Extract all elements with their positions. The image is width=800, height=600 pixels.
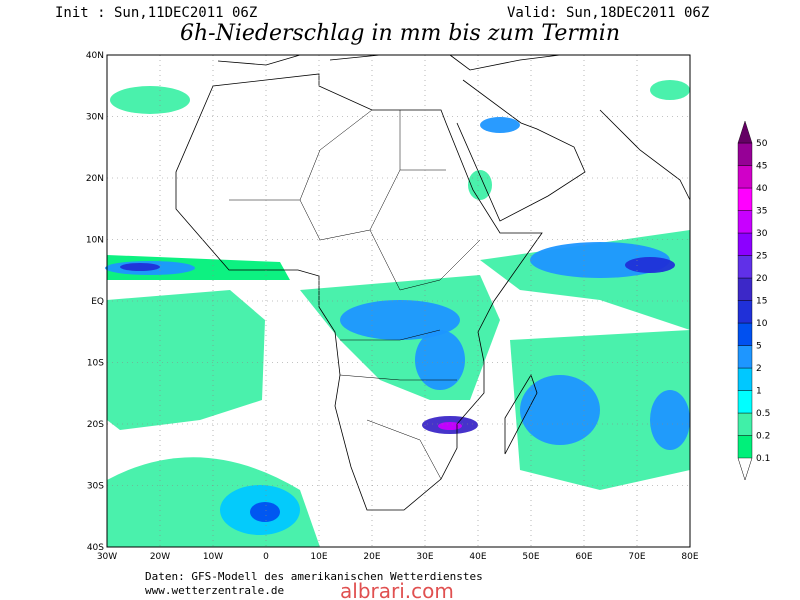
- colorbar-label: 0.5: [756, 409, 770, 419]
- lon-label: 10E: [310, 552, 327, 562]
- colorbar-label: 1: [756, 387, 762, 397]
- lon-label: 0: [263, 552, 269, 562]
- colorbar-swatch: [737, 187, 753, 211]
- precip-area: [480, 117, 520, 133]
- precip-area: [340, 300, 460, 340]
- colorbar-swatch: [737, 210, 753, 234]
- coastlines: [175, 54, 691, 511]
- map-frame: [106, 54, 691, 548]
- colorbar-arrow: [737, 120, 753, 144]
- colorbar-swatch: [737, 345, 753, 369]
- lon-label: 10W: [203, 552, 223, 562]
- colorbar-swatch: [737, 367, 753, 391]
- colorbar-label: 40: [756, 184, 768, 194]
- colorbar-tail: [737, 457, 753, 481]
- lon-label: 70E: [628, 552, 645, 562]
- colorbar-label: 50: [756, 139, 768, 149]
- lat-label: 30S: [87, 482, 104, 492]
- precip-area: [520, 375, 600, 445]
- precip-area: [650, 390, 690, 450]
- borders: [229, 109, 481, 480]
- colorbar-label: 30: [756, 229, 768, 239]
- lon-label: 40E: [469, 552, 486, 562]
- colorbar-swatch: [737, 300, 753, 324]
- lat-label: 30N: [86, 113, 104, 123]
- asia-outline: [599, 109, 691, 201]
- colorbar-label: 10: [756, 319, 768, 329]
- lon-label: 50E: [522, 552, 539, 562]
- colorbar-swatch: [737, 142, 753, 166]
- precip-area: [120, 263, 160, 271]
- graticule: [107, 55, 690, 547]
- map-area: [105, 54, 691, 548]
- colorbar-swatch: [737, 277, 753, 301]
- precip-area: [415, 330, 465, 390]
- colorbar-swatch: [737, 232, 753, 256]
- init-time: Init : Sun,11DEC2011 06Z: [55, 5, 257, 21]
- colorbar-swatch: [737, 412, 753, 436]
- colorbar-swatch: [737, 390, 753, 414]
- lon-label: 60E: [575, 552, 592, 562]
- colorbar-label: 25: [756, 252, 767, 262]
- colorbar-swatch: [737, 255, 753, 279]
- colorbar-swatch: [737, 165, 753, 189]
- lon-label: 20E: [363, 552, 380, 562]
- lat-label: EQ: [91, 297, 104, 307]
- precip-area: [438, 422, 462, 430]
- colorbar-label: 0.1: [756, 454, 770, 464]
- colorbar-swatch: [737, 435, 753, 459]
- colorbar-swatch: [737, 322, 753, 346]
- colorbar-label: 0.2: [756, 432, 770, 442]
- lat-label: 20S: [87, 420, 104, 430]
- lat-label: 10N: [86, 236, 104, 246]
- source-url: www.wetterzentrale.de: [145, 584, 284, 597]
- precip-area: [625, 257, 675, 273]
- colorbar-label: 45: [756, 162, 767, 172]
- precipitation-fields: [105, 80, 690, 547]
- lon-label: 30E: [416, 552, 433, 562]
- lon-label: 80E: [681, 552, 698, 562]
- precip-area: [250, 502, 280, 522]
- arabia-outline: [456, 79, 586, 222]
- lat-label: 40N: [86, 51, 104, 61]
- lat-label: 40S: [87, 543, 104, 553]
- lat-label: 10S: [87, 359, 104, 369]
- lat-label: 20N: [86, 174, 104, 184]
- valid-time: Valid: Sun,18DEC2011 06Z: [507, 5, 709, 21]
- precip-area: [650, 80, 690, 100]
- lon-label: 20W: [150, 552, 170, 562]
- colorbar-label: 35: [756, 207, 767, 217]
- precip-area: [468, 170, 492, 200]
- africa-outline: [175, 73, 543, 511]
- map-title: 6h-Niederschlag in mm bis zum Termin: [180, 21, 620, 46]
- colorbar-label: 20: [756, 274, 768, 284]
- colorbar-label: 2: [756, 364, 762, 374]
- precip-area: [107, 290, 265, 430]
- data-source: Daten: GFS-Modell des amerikanischen Wet…: [145, 570, 483, 583]
- lon-label: 30W: [97, 552, 117, 562]
- colorbar-label: 15: [756, 297, 767, 307]
- watermark: albrari.com: [340, 579, 454, 600]
- colorbar-label: 5: [756, 342, 762, 352]
- precip-area: [110, 86, 190, 114]
